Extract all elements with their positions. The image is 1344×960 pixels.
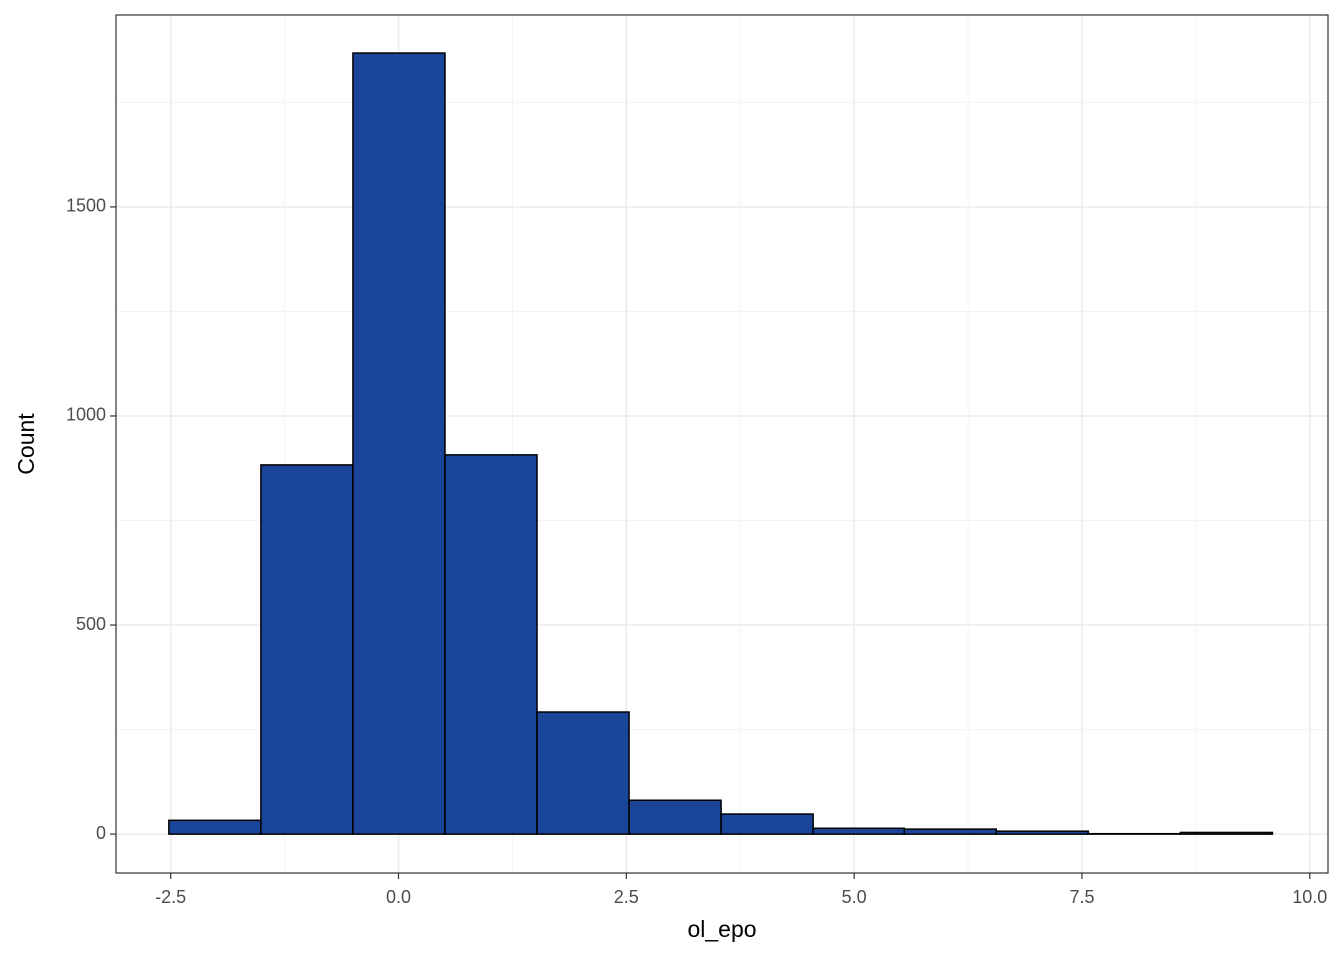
bar xyxy=(995,830,1090,835)
y-axis-title: Count xyxy=(13,413,39,475)
panel-border xyxy=(115,14,1329,874)
x-tick-label: 5.0 xyxy=(842,887,867,907)
x-tick-label: -2.5 xyxy=(155,887,186,907)
y-tick-label: 1000 xyxy=(66,405,106,425)
y-tick-label: 0 xyxy=(96,823,106,843)
bar xyxy=(352,52,446,835)
bar xyxy=(536,711,630,835)
bar xyxy=(903,828,998,835)
y-tick-label: 500 xyxy=(76,614,106,634)
x-tick-label: 0.0 xyxy=(386,887,411,907)
bar xyxy=(260,464,354,835)
bar xyxy=(1179,831,1274,835)
bar xyxy=(628,799,722,835)
bar xyxy=(168,819,262,835)
x-axis-title: ol_epo xyxy=(687,916,756,942)
bar xyxy=(444,454,538,835)
bar xyxy=(812,827,906,835)
x-tick-label: 7.5 xyxy=(1069,887,1094,907)
bar xyxy=(720,813,814,835)
x-tick-label: 10.0 xyxy=(1292,887,1327,907)
y-tick-label: 1500 xyxy=(66,196,106,216)
x-tick-label: 2.5 xyxy=(614,887,639,907)
